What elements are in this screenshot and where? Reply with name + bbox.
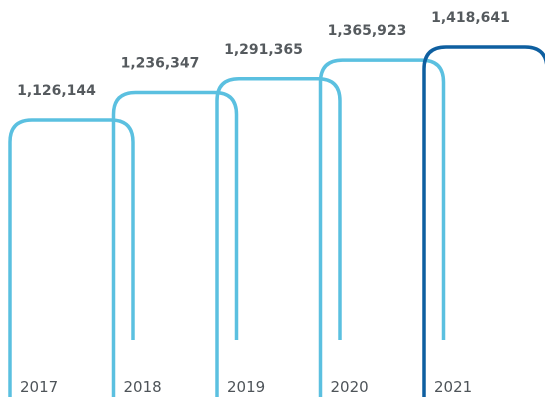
value-label-2021: 1,418,641 [431,10,510,26]
value-label-2017: 1,126,144 [17,83,96,99]
value-label-2020: 1,365,923 [328,23,407,39]
category-label-2018: 2018 [124,378,162,396]
bar-2018 [111,90,239,397]
bar-2020 [318,58,446,397]
category-label-2019: 2019 [227,378,265,396]
bar-2019 [215,77,342,397]
value-label-2018: 1,236,347 [121,55,200,71]
category-label-2021: 2021 [434,378,472,396]
value-label-2019: 1,291,365 [224,42,303,58]
category-label-2020: 2020 [331,378,369,396]
bar-2017 [8,118,135,397]
category-label-2017: 2017 [20,378,58,396]
bar-2021 [422,45,545,397]
